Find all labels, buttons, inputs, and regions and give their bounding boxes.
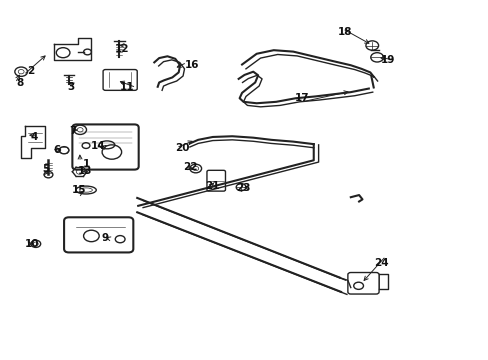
Text: 11: 11 — [120, 82, 135, 93]
Text: 1: 1 — [82, 159, 89, 169]
Text: 5: 5 — [42, 164, 49, 174]
Text: 14: 14 — [91, 141, 105, 151]
Text: 17: 17 — [294, 93, 309, 103]
Text: 16: 16 — [184, 60, 199, 70]
Text: 20: 20 — [175, 143, 189, 153]
Text: 21: 21 — [205, 181, 220, 192]
Text: 6: 6 — [53, 144, 61, 154]
Text: 22: 22 — [183, 162, 198, 172]
Text: 4: 4 — [30, 132, 38, 142]
Text: 9: 9 — [102, 233, 109, 243]
Text: 18: 18 — [337, 27, 351, 37]
Text: 15: 15 — [71, 185, 86, 195]
Text: 7: 7 — [69, 126, 77, 135]
Text: 19: 19 — [380, 55, 395, 65]
Text: 23: 23 — [236, 183, 250, 193]
Text: 2: 2 — [27, 66, 35, 76]
Text: 24: 24 — [373, 258, 387, 268]
Text: 3: 3 — [68, 82, 75, 92]
Text: 13: 13 — [77, 166, 92, 176]
Text: 12: 12 — [114, 44, 129, 54]
Text: 10: 10 — [25, 239, 40, 249]
Text: 8: 8 — [17, 78, 24, 88]
